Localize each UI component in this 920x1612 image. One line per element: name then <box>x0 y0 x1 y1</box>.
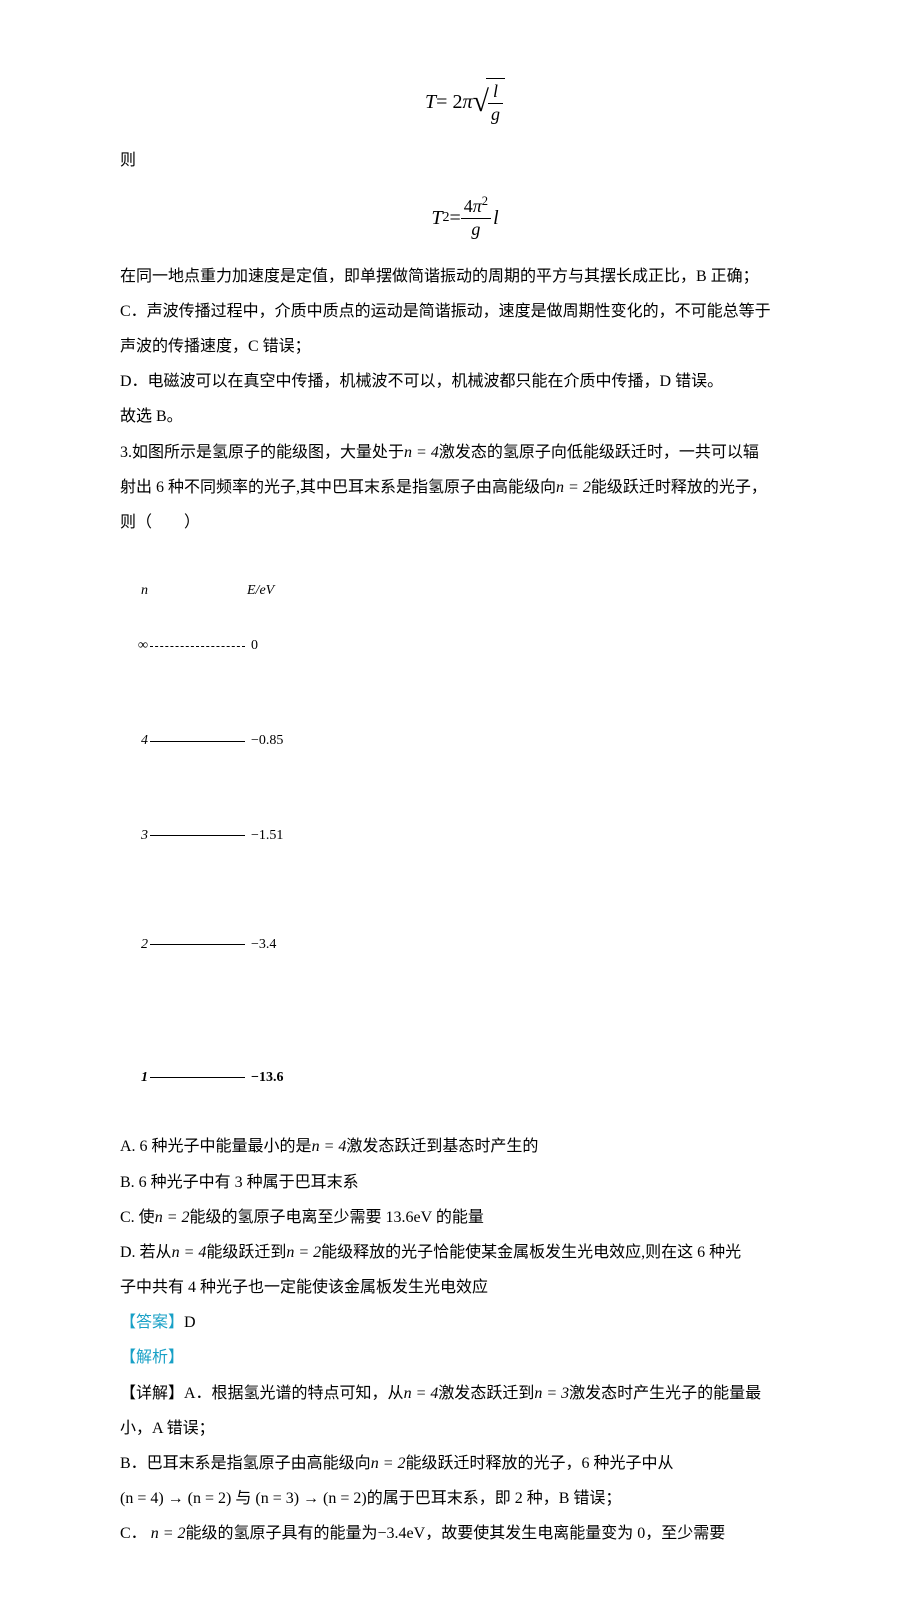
detA-b: 激发态跃迁到 <box>438 1385 534 1402</box>
ed-val-1: −13.6 <box>251 1069 283 1087</box>
optA-a: A. 6 种光子中能量最小的是 <box>120 1138 312 1155</box>
q3-line1: 3.如图所示是氢原子的能级图，大量处于n = 4激发态的氢原子向低能级跃迁时，一… <box>120 435 810 470</box>
f2-lhs: T <box>431 206 442 230</box>
detC-b: 能级的氢原子具有的能量为 <box>185 1525 377 1542</box>
ed-header-e: E/eV <box>247 582 274 600</box>
sqrt-icon: √ l g <box>472 78 504 125</box>
formula-period: T = 2 π √ l g <box>120 78 810 125</box>
detail-b-2: (n = 4) → (n = 2) 与 (n = 3) → (n = 2)的属于… <box>120 1481 810 1516</box>
ed-line-3 <box>150 835 245 836</box>
optD-c: 能级释放的光子恰能使某金属板发生光电效应,则在这 6 种光 <box>321 1244 741 1261</box>
q3-a: 3.如图所示是氢原子的能级图，大量处于 <box>120 444 404 461</box>
document-page: T = 2 π √ l g 则 T2 = 4π2 <box>0 0 920 1612</box>
ed-val-3: −1.51 <box>251 827 283 845</box>
ed-val-2: −3.4 <box>251 936 276 954</box>
f1-eq: = 2 <box>436 90 462 114</box>
detC-c: ，故要使其发生电离能量变为 0，至少需要 <box>425 1525 725 1542</box>
detB-n2: n = 2 <box>371 1455 406 1472</box>
detA-a: 【详解】A．根据氢光谱的特点可知，从 <box>120 1385 404 1402</box>
ed-header-n: n <box>130 582 148 600</box>
ed-val-inf: 0 <box>251 637 258 655</box>
f1-lhs: T <box>425 90 436 114</box>
f2-den: g <box>461 219 491 241</box>
f2-num-a: 4 <box>464 196 473 216</box>
detB2-a: (n = 4) → (n = 2) 与 (n = 3) → (n = 2) <box>120 1490 367 1507</box>
analysis-line: 【解析】 <box>120 1340 810 1375</box>
q3-d: 能级跃迁时释放的光子， <box>591 479 767 496</box>
f2-num-pi: π <box>473 196 482 216</box>
q3-line3: 则（ ） <box>120 505 810 540</box>
ed-line-1 <box>150 1077 245 1078</box>
ed-val-4: −0.85 <box>251 732 283 750</box>
optD-a: D. 若从 <box>120 1244 172 1261</box>
detail-a-1: 【详解】A．根据氢光谱的特点可知，从n = 4激发态跃迁到n = 3激发态时产生… <box>120 1376 810 1411</box>
optC-a: C. 使 <box>120 1209 155 1226</box>
answer-value: D <box>184 1314 196 1331</box>
detC-n: n = 2 <box>151 1525 186 1542</box>
optC-b: 能级的氢原子电离至少需要 13.6eV 的能量 <box>189 1209 483 1226</box>
option-a: A. 6 种光子中能量最小的是n = 4激发态跃迁到基态时产生的 <box>120 1129 810 1164</box>
f1-pi: π <box>462 90 472 114</box>
p-c2: 声波的传播速度，C 错误； <box>120 329 810 364</box>
detC-e: −3.4eV <box>378 1525 426 1542</box>
p-sel: 故选 B。 <box>120 399 810 434</box>
ed-n-1: 1 <box>130 1069 148 1087</box>
detC-a: C． <box>120 1525 151 1542</box>
f2-eq: = <box>449 206 460 230</box>
f1-den: g <box>488 104 503 126</box>
p-b: 在同一地点重力加速度是定值，即单摆做简谐振动的周期的平方与其摆长成正比，B 正确… <box>120 259 810 294</box>
detB2-b: 的属于巴耳末系，即 2 种，B 错误； <box>367 1490 622 1507</box>
detA-n4: n = 4 <box>404 1385 439 1402</box>
ed-n-2: 2 <box>130 936 148 954</box>
detail-b-1: B．巴耳末系是指氢原子由高能级向n = 2能级跃迁时释放的光子，6 种光子中从 <box>120 1446 810 1481</box>
optD-n4: n = 4 <box>172 1244 207 1261</box>
detail-a-2: 小，A 错误； <box>120 1411 810 1446</box>
q3-n4: n = 4 <box>404 444 439 461</box>
detB-b: 能级跃迁时释放的光子，6 种光子中从 <box>405 1455 673 1472</box>
q3-n2: n = 2 <box>556 479 591 496</box>
ed-line-2 <box>150 944 245 945</box>
q3-c: 射出 6 种不同频率的光子,其中巴耳末系是指氢原子由高能级向 <box>120 479 556 496</box>
optC-n: n = 2 <box>155 1209 190 1226</box>
formula-period-squared: T2 = 4π2 g l <box>120 196 810 240</box>
p-ze: 则 <box>120 143 810 178</box>
option-d-2: 子中共有 4 种光子也一定能使该金属板发生光电效应 <box>120 1270 810 1305</box>
optD-b: 能级跃迁到 <box>206 1244 286 1261</box>
optA-b: 激发态跃迁到基态时产生的 <box>346 1138 538 1155</box>
f1-num: l <box>488 81 503 104</box>
p-d: D．电磁波可以在真空中传播，机械波不可以，机械波都只能在介质中传播，D 错误。 <box>120 364 810 399</box>
answer-line: 【答案】D <box>120 1305 810 1340</box>
ed-n-inf: ∞ <box>130 637 148 655</box>
detail-c: C． n = 2能级的氢原子具有的能量为−3.4eV，故要使其发生电离能量变为 … <box>120 1516 810 1551</box>
energy-level-diagram: n E/eV ∞ 0 4 −0.85 3 −1.51 2 −3.4 1 <box>130 546 810 1123</box>
detB-a: B．巴耳末系是指氢原子由高能级向 <box>120 1455 371 1472</box>
option-d-1: D. 若从n = 4能级跃迁到n = 2能级释放的光子恰能使某金属板发生光电效应… <box>120 1235 810 1270</box>
f2-tail: l <box>493 206 499 230</box>
q3-line2: 射出 6 种不同频率的光子,其中巴耳末系是指氢原子由高能级向n = 2能级跃迁时… <box>120 470 810 505</box>
detA-n3: n = 3 <box>534 1385 569 1402</box>
option-c: C. 使n = 2能级的氢原子电离至少需要 13.6eV 的能量 <box>120 1200 810 1235</box>
ed-line-4 <box>150 741 245 742</box>
q3-b: 激发态的氢原子向低能级跃迁时，一共可以辐 <box>439 444 759 461</box>
ed-n-4: 4 <box>130 732 148 750</box>
option-b: B. 6 种光子中有 3 种属于巴耳末系 <box>120 1165 810 1200</box>
optD-n2: n = 2 <box>286 1244 321 1261</box>
ed-n-3: 3 <box>130 827 148 845</box>
answer-label: 【答案】 <box>120 1314 184 1331</box>
ed-line-inf <box>150 646 245 647</box>
optA-n: n = 4 <box>312 1138 347 1155</box>
detA-c: 激发态时产生光子的能量最 <box>569 1385 761 1402</box>
f2-num-sup: 2 <box>482 194 488 208</box>
analysis-label: 【解析】 <box>120 1349 184 1366</box>
p-c1: C．声波传播过程中，介质中质点的运动是简谐振动，速度是做周期性变化的，不可能总等… <box>120 294 810 329</box>
